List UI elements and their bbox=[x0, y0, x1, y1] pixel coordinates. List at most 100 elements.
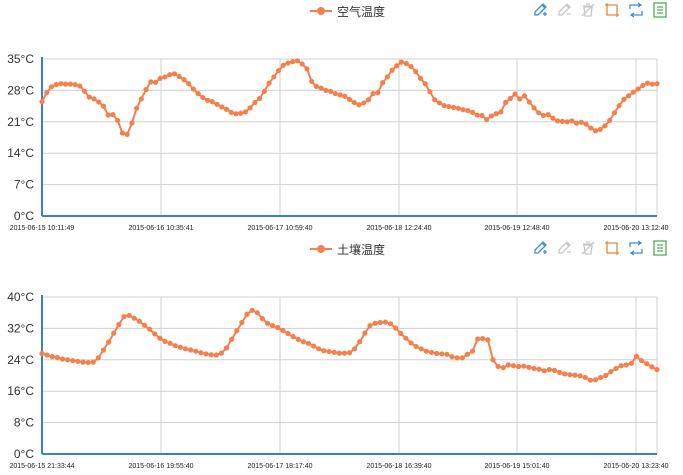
data-point[interactable] bbox=[204, 97, 211, 103]
data-point[interactable] bbox=[613, 365, 619, 372]
data-point[interactable] bbox=[592, 377, 599, 383]
data-point[interactable] bbox=[63, 81, 69, 87]
data-point[interactable] bbox=[176, 73, 182, 80]
data-point[interactable] bbox=[367, 323, 373, 329]
data-point[interactable] bbox=[48, 84, 55, 90]
legend-item-soil[interactable]: 土壤温度 bbox=[310, 240, 385, 258]
data-point[interactable] bbox=[152, 331, 158, 337]
data-point[interactable] bbox=[257, 95, 263, 102]
data-point[interactable] bbox=[95, 355, 101, 361]
data-point[interactable] bbox=[623, 362, 629, 368]
data-point[interactable] bbox=[408, 340, 414, 346]
data-point[interactable] bbox=[53, 81, 59, 88]
data-point[interactable] bbox=[162, 74, 168, 80]
data-point[interactable] bbox=[479, 112, 485, 119]
data-point[interactable] bbox=[393, 325, 399, 331]
data-point[interactable] bbox=[321, 348, 327, 354]
data-point[interactable] bbox=[252, 99, 258, 106]
data-point[interactable] bbox=[597, 126, 603, 133]
data-point[interactable] bbox=[444, 351, 450, 357]
data-point[interactable] bbox=[121, 314, 127, 320]
data-point[interactable] bbox=[238, 110, 244, 116]
data-point[interactable] bbox=[459, 355, 465, 361]
data-point[interactable] bbox=[249, 307, 255, 313]
data-point[interactable] bbox=[569, 118, 575, 124]
data-point[interactable] bbox=[432, 97, 438, 103]
data-point[interactable] bbox=[305, 340, 312, 346]
data-point[interactable] bbox=[203, 351, 209, 357]
data-point[interactable] bbox=[229, 336, 235, 342]
data-point[interactable] bbox=[618, 363, 624, 369]
data-point[interactable] bbox=[290, 59, 296, 65]
data-point[interactable] bbox=[266, 80, 272, 86]
data-point[interactable] bbox=[351, 99, 357, 106]
data-point[interactable] bbox=[521, 363, 527, 369]
data-point[interactable] bbox=[234, 328, 240, 334]
data-point[interactable] bbox=[223, 345, 230, 351]
data-point[interactable] bbox=[141, 322, 148, 328]
data-point[interactable] bbox=[86, 94, 92, 100]
data-point[interactable] bbox=[280, 327, 286, 333]
data-point[interactable] bbox=[54, 354, 60, 361]
data-view-icon[interactable] bbox=[652, 240, 668, 256]
data-point[interactable] bbox=[521, 93, 528, 99]
data-point[interactable] bbox=[171, 71, 178, 77]
data-point[interactable] bbox=[555, 118, 561, 124]
data-point[interactable] bbox=[147, 326, 153, 332]
data-point[interactable] bbox=[337, 92, 343, 98]
data-point[interactable] bbox=[422, 81, 428, 87]
data-point[interactable] bbox=[639, 357, 645, 364]
data-point[interactable] bbox=[331, 349, 337, 355]
data-point[interactable] bbox=[167, 340, 173, 346]
data-point[interactable] bbox=[480, 336, 486, 342]
data-point[interactable] bbox=[181, 77, 187, 83]
data-point[interactable] bbox=[341, 350, 347, 356]
data-point[interactable] bbox=[304, 66, 310, 72]
data-point[interactable] bbox=[382, 319, 388, 325]
data-point[interactable] bbox=[214, 101, 220, 107]
data-point[interactable] bbox=[85, 359, 91, 366]
data-point[interactable] bbox=[370, 90, 376, 97]
data-point[interactable] bbox=[536, 366, 542, 372]
data-point[interactable] bbox=[427, 89, 433, 95]
data-point[interactable] bbox=[134, 105, 140, 111]
refresh-icon[interactable] bbox=[628, 240, 644, 256]
data-point[interactable] bbox=[44, 90, 50, 96]
data-point[interactable] bbox=[602, 123, 608, 129]
data-point[interactable] bbox=[377, 319, 383, 326]
data-point[interactable] bbox=[77, 83, 83, 89]
data-point[interactable] bbox=[285, 330, 291, 337]
data-point[interactable] bbox=[228, 109, 234, 115]
data-point[interactable] bbox=[607, 117, 613, 124]
data-point[interactable] bbox=[546, 367, 552, 373]
data-point[interactable] bbox=[295, 336, 301, 342]
data-point[interactable] bbox=[72, 81, 78, 88]
data-point[interactable] bbox=[270, 323, 276, 329]
data-point[interactable] bbox=[213, 352, 219, 358]
data-point[interactable] bbox=[80, 359, 86, 365]
data-point[interactable] bbox=[261, 88, 267, 94]
data-point[interactable] bbox=[299, 61, 305, 67]
data-point[interactable] bbox=[58, 81, 64, 87]
data-point[interactable] bbox=[564, 119, 570, 125]
data-point[interactable] bbox=[384, 74, 390, 80]
data-point[interactable] bbox=[39, 99, 45, 105]
data-point[interactable] bbox=[583, 121, 589, 127]
data-point[interactable] bbox=[242, 109, 249, 115]
data-point[interactable] bbox=[233, 111, 239, 117]
data-point[interactable] bbox=[186, 81, 192, 87]
data-point[interactable] bbox=[239, 319, 245, 326]
data-point[interactable] bbox=[550, 115, 556, 121]
data-point[interactable] bbox=[630, 89, 636, 95]
data-point[interactable] bbox=[592, 128, 599, 134]
data-point[interactable] bbox=[526, 99, 532, 105]
data-point[interactable] bbox=[517, 96, 523, 102]
data-point[interactable] bbox=[200, 94, 206, 101]
data-point[interactable] bbox=[465, 107, 471, 114]
data-point[interactable] bbox=[434, 350, 440, 357]
data-point[interactable] bbox=[498, 109, 504, 115]
data-point[interactable] bbox=[177, 344, 183, 350]
data-point[interactable] bbox=[346, 350, 353, 356]
data-point[interactable] bbox=[394, 63, 400, 69]
data-point[interactable] bbox=[193, 348, 199, 354]
